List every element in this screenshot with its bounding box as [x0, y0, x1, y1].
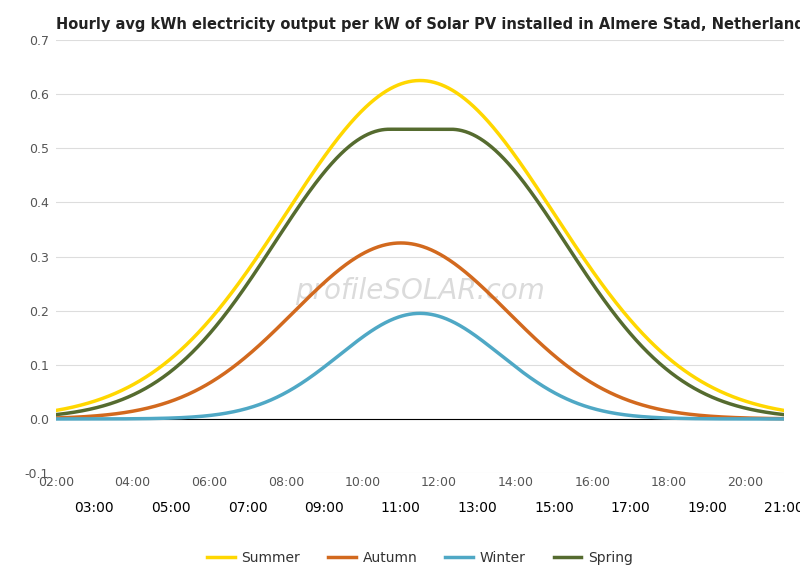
- Summer: [633, 325, 642, 332]
- Winter: [552, 390, 562, 397]
- Autumn: [396, 239, 406, 246]
- Summer: [126, 382, 135, 389]
- Spring: [126, 393, 135, 400]
- Legend: Summer, Autumn, Winter, Spring: Summer, Autumn, Winter, Spring: [202, 545, 638, 570]
- Spring: [51, 411, 61, 418]
- Spring: [620, 323, 630, 330]
- Winter: [620, 412, 630, 418]
- Autumn: [346, 258, 355, 265]
- Summer: [779, 407, 789, 414]
- Line: Summer: Summer: [56, 80, 784, 410]
- Line: Autumn: Autumn: [56, 243, 784, 418]
- Autumn: [779, 415, 789, 422]
- Summer: [372, 94, 382, 101]
- Winter: [51, 416, 61, 422]
- Autumn: [51, 414, 61, 421]
- Spring: [385, 126, 394, 133]
- Autumn: [633, 400, 642, 407]
- Line: Spring: Spring: [56, 129, 784, 414]
- Winter: [779, 416, 789, 422]
- Summer: [620, 310, 630, 316]
- Text: Hourly avg kWh electricity output per kW of Solar PV installed in Almere Stad, N: Hourly avg kWh electricity output per kW…: [56, 17, 800, 32]
- Winter: [415, 310, 425, 317]
- Text: profileSOLAR.com: profileSOLAR.com: [295, 277, 545, 305]
- Spring: [552, 226, 562, 233]
- Autumn: [620, 396, 630, 402]
- Autumn: [372, 244, 382, 251]
- Summer: [51, 407, 61, 414]
- Winter: [346, 343, 355, 350]
- Winter: [372, 324, 382, 331]
- Summer: [415, 77, 425, 84]
- Line: Winter: Winter: [56, 314, 784, 419]
- Summer: [346, 120, 355, 127]
- Spring: [779, 411, 789, 418]
- Autumn: [552, 354, 562, 361]
- Spring: [633, 338, 642, 345]
- Summer: [552, 214, 562, 221]
- Spring: [372, 128, 382, 135]
- Winter: [633, 413, 642, 420]
- Spring: [346, 142, 355, 149]
- Winter: [126, 416, 135, 422]
- Autumn: [126, 408, 135, 415]
